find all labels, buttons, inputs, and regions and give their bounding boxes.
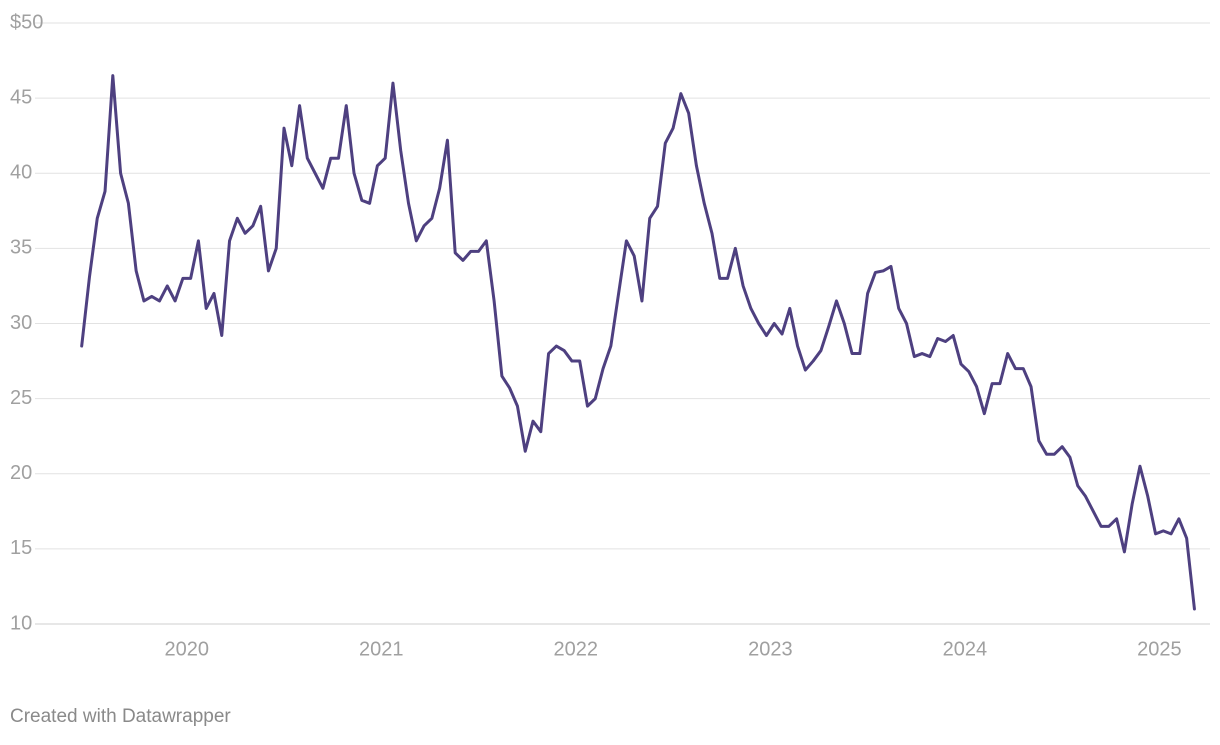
y-tick-label: 15 (10, 537, 32, 559)
x-tick-label: 2025 (1137, 638, 1182, 660)
footer: Created with Datawrapper (10, 706, 231, 727)
y-tick-label: 45 (10, 86, 32, 108)
x-tick-label: 2024 (943, 638, 988, 660)
y-tick-label: 40 (10, 162, 32, 184)
y-tick-label: 30 (10, 312, 32, 334)
y-tick-label: 25 (10, 387, 32, 409)
price-line (80, 74, 1196, 611)
x-tick-label: 2022 (554, 638, 599, 660)
y-tick-label: 35 (10, 237, 32, 259)
y-tick-label: 10 (10, 612, 32, 634)
y-tick-label: 20 (10, 462, 32, 484)
x-tick-label: 2020 (164, 638, 209, 660)
y-tick-label: $50 (10, 11, 43, 33)
x-tick-label: 2021 (359, 638, 404, 660)
x-tick-label: 2023 (748, 638, 793, 660)
